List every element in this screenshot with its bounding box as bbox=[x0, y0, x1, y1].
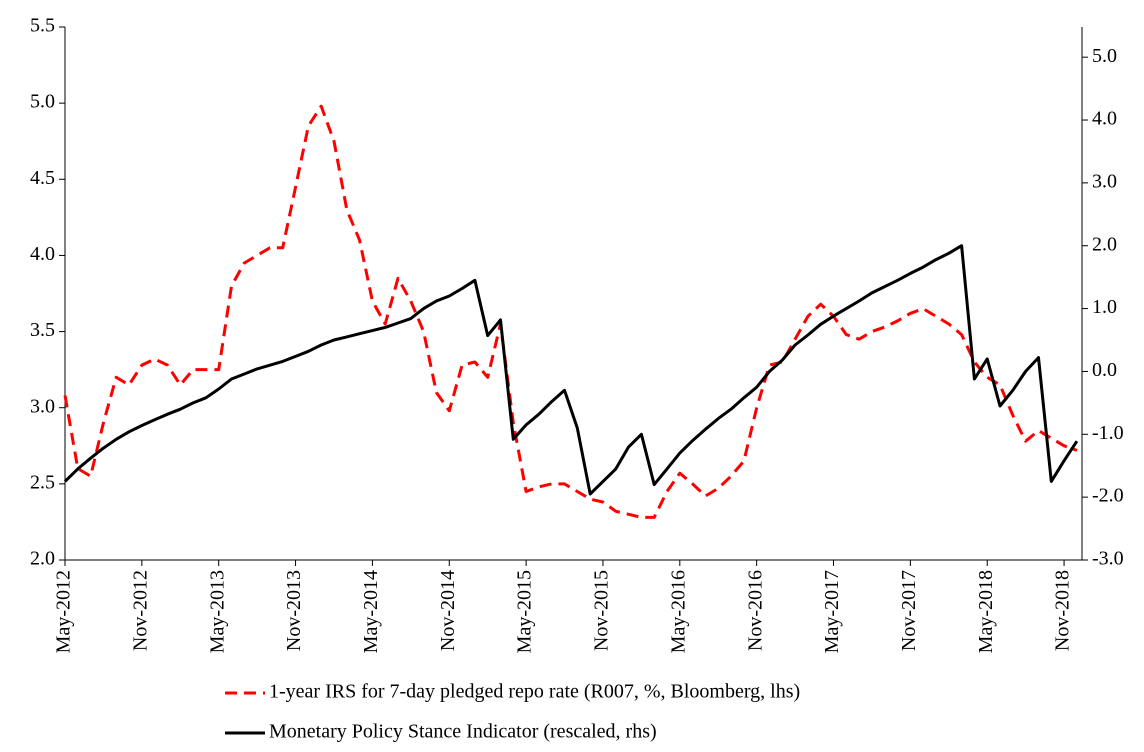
legend-label: 1-year IRS for 7-day pledged repo rate (… bbox=[269, 681, 800, 703]
y-tick-label: 4.0 bbox=[30, 243, 55, 265]
y2-tick-label: 5.0 bbox=[1092, 45, 1117, 67]
y2-tick-label: 1.0 bbox=[1092, 296, 1117, 318]
y2-tick-label: -2.0 bbox=[1092, 485, 1124, 507]
x-tick-label: Nov-2012 bbox=[129, 570, 151, 651]
y-tick-label: 5.0 bbox=[30, 91, 55, 113]
y2-tick-label: 3.0 bbox=[1092, 170, 1117, 192]
x-tick-label: Nov-2016 bbox=[744, 570, 766, 651]
series-line bbox=[63, 244, 1079, 496]
x-tick-label: May-2014 bbox=[360, 570, 382, 653]
y-tick-label: 4.5 bbox=[30, 167, 55, 189]
x-tick-label: May-2017 bbox=[821, 570, 843, 653]
y-tick-label: 3.5 bbox=[30, 319, 55, 341]
x-tick-label: Nov-2013 bbox=[283, 570, 305, 651]
x-tick-label: Nov-2018 bbox=[1052, 570, 1074, 651]
x-tick-label: May-2012 bbox=[53, 570, 75, 653]
x-tick-label: May-2018 bbox=[975, 570, 997, 653]
legend-label: Monetary Policy Stance Indicator (rescal… bbox=[269, 721, 657, 743]
x-tick-label: Nov-2014 bbox=[437, 570, 459, 651]
x-tick-label: Nov-2017 bbox=[898, 570, 920, 651]
y2-tick-label: 4.0 bbox=[1092, 108, 1117, 130]
y2-tick-label: -3.0 bbox=[1092, 548, 1124, 570]
y2-tick-label: -1.0 bbox=[1092, 422, 1124, 444]
y2-tick-label: 0.0 bbox=[1092, 359, 1117, 381]
x-tick-label: May-2016 bbox=[667, 570, 689, 653]
y2-tick-label: 2.0 bbox=[1092, 233, 1117, 255]
y-tick-label: 2.0 bbox=[30, 548, 55, 570]
series-line bbox=[63, 104, 1078, 519]
y-tick-label: 3.0 bbox=[30, 395, 55, 417]
x-tick-label: Nov-2015 bbox=[591, 570, 613, 651]
y-tick-label: 2.5 bbox=[30, 471, 55, 493]
x-tick-label: May-2013 bbox=[206, 570, 228, 653]
y-tick-label: 5.5 bbox=[30, 15, 55, 37]
x-tick-label: May-2015 bbox=[514, 570, 536, 653]
